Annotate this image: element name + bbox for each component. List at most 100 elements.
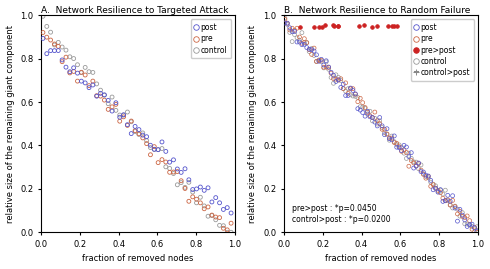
Point (327, 71, 335, 75)
Point (327, 70, 335, 75)
Point (410, 161, 417, 165)
Point (378, 124, 386, 128)
Point (108, 95, 116, 99)
Point (150, 147, 158, 152)
Point (330, 73, 338, 77)
Point (318, 59, 325, 64)
Point (177, 180, 185, 185)
Point (437, 24, 445, 29)
Point (473, 229, 481, 234)
Point (39, 30, 47, 35)
Point (451, 204, 459, 208)
Point (310, 49, 318, 53)
Point (185, 199, 193, 203)
Point (434, 188, 442, 192)
Point (204, 214, 212, 218)
Point (208, 200, 216, 204)
Point (58, 58, 66, 62)
Point (93, 94, 100, 98)
Point (407, 156, 415, 160)
Point (308, 47, 316, 51)
Point (166, 170, 173, 174)
Point (100, 93, 108, 97)
Point (463, 214, 471, 218)
Point (97, 91, 104, 95)
Point (315, 58, 323, 63)
Point (135, 132, 143, 136)
Point (123, 123, 131, 128)
Point (468, 222, 476, 226)
Point (303, 45, 311, 50)
Point (283, 21, 291, 25)
Point (220, 224, 227, 228)
Point (332, 79, 340, 84)
Point (388, 134, 396, 138)
Point (366, 115, 374, 119)
Point (81, 73, 89, 77)
Point (162, 165, 170, 169)
Y-axis label: relative size of the remaining giant component: relative size of the remaining giant com… (5, 25, 15, 223)
Point (196, 195, 204, 199)
Point (366, 109, 374, 114)
Point (97, 94, 104, 98)
Point (154, 147, 162, 152)
Point (402, 156, 410, 161)
Point (355, 24, 363, 28)
Point (104, 107, 112, 112)
Point (116, 119, 123, 123)
Point (208, 213, 216, 217)
Point (344, 87, 352, 91)
Point (283, 22, 291, 27)
Point (303, 40, 311, 45)
Point (424, 174, 432, 178)
Point (473, 230, 481, 234)
Point (62, 55, 70, 59)
Point (376, 122, 384, 126)
Point (158, 140, 166, 144)
Point (81, 65, 89, 70)
Point (351, 92, 359, 96)
Point (407, 151, 415, 155)
Point (166, 160, 173, 164)
Point (378, 125, 386, 130)
Point (120, 115, 127, 119)
Point (441, 198, 449, 203)
Point (349, 88, 357, 93)
Point (398, 148, 406, 153)
Point (50, 42, 58, 46)
Point (120, 113, 127, 117)
Point (432, 184, 440, 188)
Point (405, 154, 413, 159)
Point (50, 43, 58, 47)
Point (364, 112, 371, 116)
Point (293, 36, 301, 40)
Point (470, 230, 478, 234)
Point (100, 93, 108, 97)
Point (337, 85, 344, 90)
Point (373, 119, 381, 123)
Point (123, 110, 131, 114)
Point (62, 48, 70, 52)
Point (439, 196, 447, 200)
Point (170, 170, 177, 174)
Point (400, 148, 408, 152)
Point (332, 77, 340, 81)
Point (424, 174, 432, 178)
Point (342, 89, 349, 93)
Point (449, 194, 457, 198)
Point (293, 26, 301, 30)
Point (361, 114, 369, 118)
Point (127, 119, 135, 123)
Point (216, 223, 223, 228)
Point (310, 53, 318, 58)
Point (77, 79, 85, 83)
Point (315, 25, 323, 29)
Point (120, 113, 127, 117)
Point (193, 197, 200, 201)
Point (313, 53, 320, 57)
Point (427, 178, 435, 182)
Point (415, 161, 422, 165)
Point (104, 98, 112, 102)
Point (461, 215, 468, 220)
Point (220, 226, 227, 231)
